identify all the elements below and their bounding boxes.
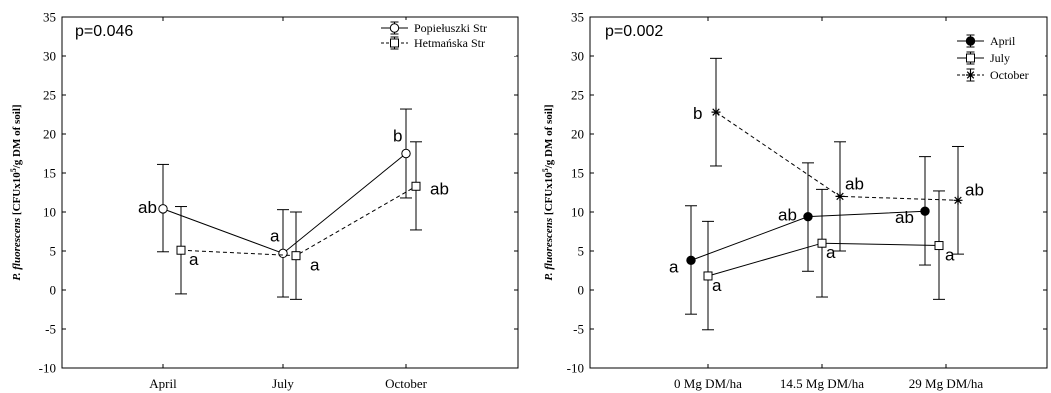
data-point — [686, 255, 696, 266]
y-tick-label: 30 — [43, 49, 56, 64]
y-tick-label: 35 — [43, 10, 56, 25]
y-tick-label: 25 — [43, 88, 56, 103]
y-axis-label-italic: P. fluorescens — [11, 218, 23, 281]
y-tick-label: -5 — [45, 322, 56, 337]
y-tick-label: -10 — [39, 361, 56, 376]
significance-label: a — [270, 226, 280, 245]
y-axis-label-sup: 5 — [9, 168, 18, 172]
legend-marker — [390, 38, 399, 48]
significance-label: a — [669, 257, 679, 276]
chart-panel-2: -10 -5 0 5 10 15 20 25 30 35 0 Mg DM/ha 14.5 Mg DM/… — [541, 10, 1048, 391]
data-point — [401, 148, 411, 159]
legend-label: Popiełuszki Str — [414, 21, 487, 35]
y-axis-label-end: /g DM of soil] — [543, 104, 555, 169]
series-3: b ab ab — [693, 57, 984, 255]
x-tick-label: October — [385, 376, 428, 391]
data-point — [703, 271, 713, 281]
significance-label: b — [693, 104, 702, 123]
data-point — [953, 195, 963, 205]
significance-label: a — [310, 256, 320, 275]
significance-label: ab — [895, 208, 914, 227]
y-tick-label: 20 — [43, 127, 56, 142]
y-tick-label: 20 — [571, 127, 584, 142]
significance-label: ab — [778, 206, 797, 225]
data-point — [934, 241, 944, 251]
y-tick-label: 35 — [571, 10, 584, 25]
chart-panel-1: -10 -5 0 5 10 15 20 25 30 35 April July October P. fl… — [9, 10, 519, 391]
series-line — [180, 185, 417, 257]
plot-frame — [61, 16, 519, 369]
legend: April July October — [954, 33, 1045, 90]
y-axis-label-text: [CFUx10 — [11, 172, 23, 218]
series-1: a ab ab — [669, 156, 931, 315]
y-tick-label: -10 — [567, 361, 584, 376]
y-axis-label-text: [CFUx10 — [543, 172, 555, 218]
y-tick-label: 30 — [571, 49, 584, 64]
significance-label: a — [712, 276, 722, 295]
p-value-label: p=0.002 — [605, 23, 663, 40]
y-axis-label-end: /g DM of soil] — [11, 104, 23, 169]
y-axis-label-italic: P. fluorescens — [543, 218, 555, 281]
data-point — [835, 191, 845, 201]
data-point — [711, 107, 721, 117]
series-2: a a ab — [175, 141, 449, 300]
significance-label: b — [393, 127, 402, 146]
data-point — [803, 211, 813, 222]
y-tick-label: -5 — [573, 322, 584, 337]
series-2: a a a — [702, 188, 955, 331]
significance-label: ab — [965, 180, 984, 199]
significance-label: a — [945, 246, 955, 265]
y-tick-label: 10 — [43, 205, 56, 220]
y-axis-label: P. fluorescens [CFUx105/g DM of soil] — [541, 104, 555, 280]
x-tick-label: 14.5 Mg DM/ha — [780, 376, 864, 391]
legend-label: Hetmańska Str — [414, 36, 485, 50]
y-tick-label: 25 — [571, 88, 584, 103]
p-value-label: p=0.046 — [75, 23, 133, 40]
data-point — [176, 245, 186, 255]
data-point — [291, 251, 301, 261]
legend-marker — [965, 36, 976, 46]
significance-label: ab — [138, 198, 157, 217]
data-point — [920, 206, 930, 216]
legend-label: October — [990, 68, 1029, 82]
significance-label: a — [189, 250, 199, 269]
plot-frame — [589, 16, 1048, 369]
y-tick-label: 15 — [571, 166, 584, 181]
series-line — [162, 153, 407, 254]
y-tick-label: 5 — [578, 244, 585, 259]
x-tick-label: 29 Mg DM/ha — [909, 376, 984, 391]
legend-marker — [389, 23, 400, 33]
data-point — [817, 238, 827, 248]
y-axis-label: P. fluorescens [CFUx105/g DM of soil] — [9, 104, 23, 280]
legend-marker — [966, 70, 975, 80]
y-tick-label: 0 — [578, 283, 585, 298]
y-tick-label: 5 — [50, 244, 57, 259]
legend-label: July — [990, 51, 1010, 65]
legend-box — [378, 20, 516, 56]
data-point — [278, 248, 288, 259]
data-point — [158, 204, 168, 214]
y-tick-label: 15 — [43, 166, 56, 181]
y-tick-label: 0 — [50, 283, 57, 298]
legend-marker — [966, 53, 975, 63]
x-tick-label: 0 Mg DM/ha — [674, 376, 742, 391]
y-axis-label-sup: 5 — [541, 168, 550, 172]
legend-label: April — [990, 34, 1016, 48]
significance-label: ab — [430, 179, 449, 198]
series-line — [707, 242, 940, 277]
x-tick-label: July — [272, 376, 294, 391]
significance-label: a — [826, 243, 836, 262]
significance-label: ab — [845, 174, 864, 193]
data-point — [411, 181, 421, 191]
x-tick-label: April — [149, 376, 177, 391]
y-tick-label: 10 — [571, 205, 584, 220]
